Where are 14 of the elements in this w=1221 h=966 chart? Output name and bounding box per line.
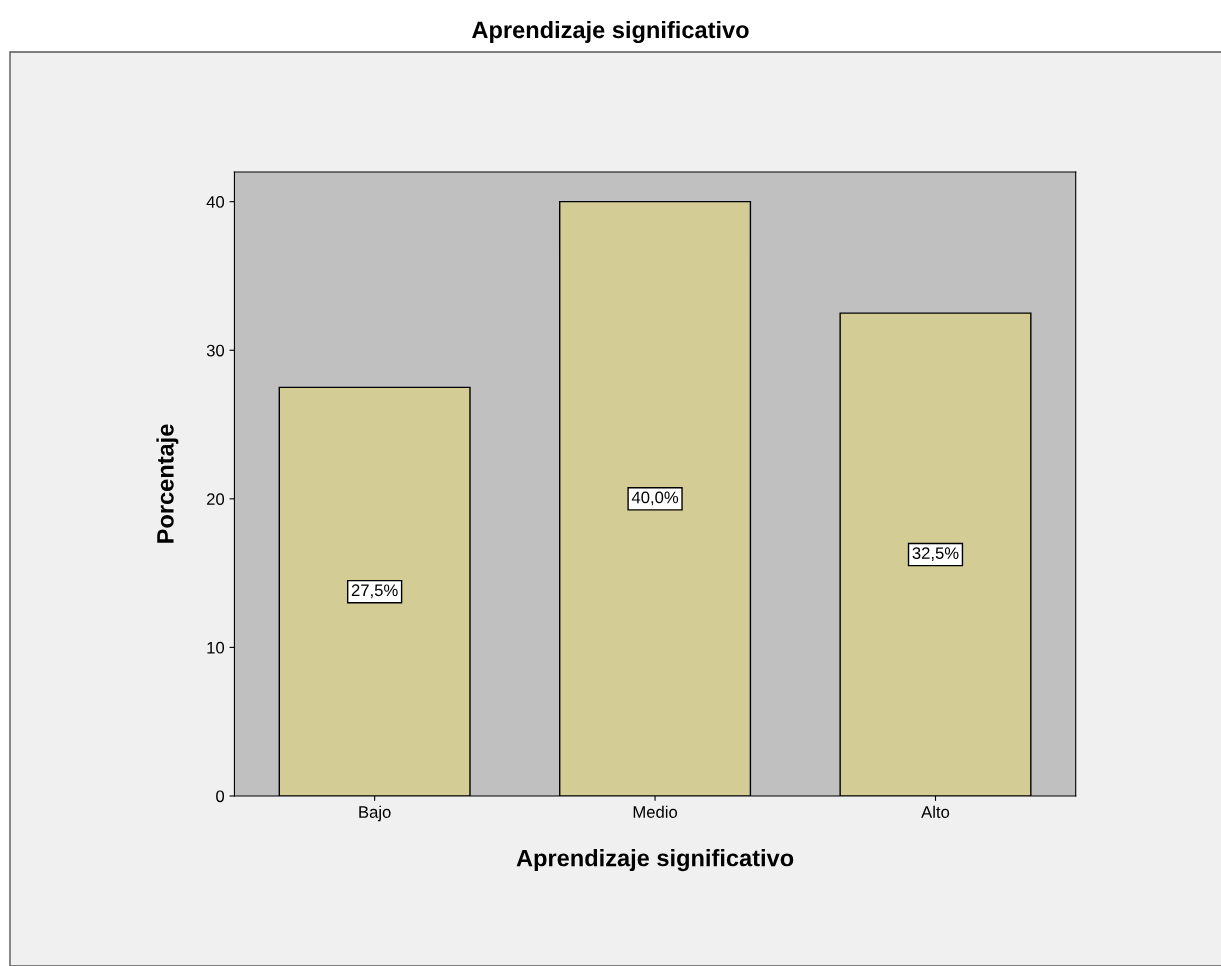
chart-title: Aprendizaje significativo [472, 20, 749, 44]
y-tick-label: 10 [207, 641, 225, 654]
y-tick-label: 20 [207, 493, 225, 506]
data-label: 27,5% [351, 584, 398, 599]
data-label: 32,5% [912, 547, 959, 561]
x-axis-title: Aprendizaje significativo [516, 849, 794, 872]
data-label: 40,0% [631, 491, 679, 506]
y-axis-title: Porcentaje [156, 424, 179, 543]
y-tick-label: 30 [206, 344, 225, 357]
y-tick-label: 40 [206, 196, 225, 208]
y-tick-label: 0 [216, 790, 225, 803]
x-tick-label: Bajo [359, 805, 391, 822]
x-tick-label: Medio [633, 805, 678, 818]
x-tick-label: Alto [921, 805, 950, 818]
